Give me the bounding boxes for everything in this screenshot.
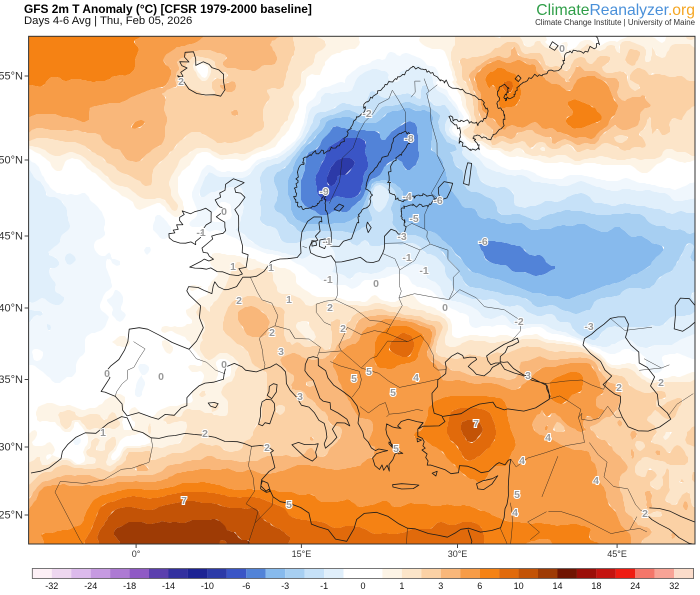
svg-text:45°E: 45°E <box>607 549 627 559</box>
svg-text:-1: -1 <box>323 274 332 286</box>
svg-text:2: 2 <box>264 442 270 454</box>
svg-text:5: 5 <box>393 443 399 455</box>
svg-text:0°: 0° <box>132 549 141 559</box>
svg-text:0: 0 <box>442 302 448 314</box>
svg-text:5: 5 <box>390 387 396 399</box>
svg-text:24: 24 <box>630 581 640 591</box>
svg-text:5: 5 <box>514 489 520 501</box>
svg-text:1: 1 <box>100 427 106 439</box>
svg-text:18: 18 <box>591 581 601 591</box>
svg-text:6: 6 <box>477 581 482 591</box>
svg-text:4: 4 <box>512 507 518 519</box>
svg-text:3: 3 <box>278 346 284 358</box>
svg-text:4: 4 <box>593 475 599 487</box>
svg-text:0: 0 <box>104 368 110 380</box>
svg-text:5: 5 <box>286 499 292 511</box>
svg-text:-3: -3 <box>281 581 289 591</box>
svg-text:-2: -2 <box>514 316 523 328</box>
svg-text:-10: -10 <box>201 581 214 591</box>
svg-text:-6: -6 <box>433 195 442 207</box>
svg-text:4: 4 <box>413 372 419 384</box>
svg-text:-6: -6 <box>242 581 250 591</box>
svg-text:-9: -9 <box>319 186 328 198</box>
svg-text:4: 4 <box>545 432 551 444</box>
svg-text:25°N: 25°N <box>0 510 23 522</box>
svg-text:2: 2 <box>642 508 648 520</box>
svg-text:-32: -32 <box>45 581 58 591</box>
svg-text:2: 2 <box>236 295 242 307</box>
svg-text:7: 7 <box>181 495 187 507</box>
svg-text:30°N: 30°N <box>0 442 23 454</box>
svg-text:55°N: 55°N <box>0 71 23 83</box>
svg-text:2: 2 <box>178 76 184 88</box>
svg-text:-6: -6 <box>478 236 487 248</box>
svg-text:35°N: 35°N <box>0 374 23 386</box>
svg-text:45°N: 45°N <box>0 231 23 243</box>
svg-text:-24: -24 <box>84 581 97 591</box>
svg-text:-3: -3 <box>584 321 593 333</box>
svg-text:-2: -2 <box>362 108 371 120</box>
svg-text:14: 14 <box>552 581 562 591</box>
svg-text:0: 0 <box>360 581 365 591</box>
svg-text:4: 4 <box>519 455 525 467</box>
svg-text:32: 32 <box>669 581 679 591</box>
svg-text:-1: -1 <box>320 581 328 591</box>
svg-text:7: 7 <box>473 418 479 430</box>
svg-text:2: 2 <box>327 302 333 314</box>
svg-text:1: 1 <box>268 262 274 274</box>
svg-text:-18: -18 <box>123 581 136 591</box>
svg-text:1: 1 <box>286 294 292 306</box>
svg-text:2: 2 <box>269 327 275 339</box>
svg-text:30°E: 30°E <box>448 549 468 559</box>
svg-text:50°N: 50°N <box>0 155 23 167</box>
svg-text:-5: -5 <box>409 213 418 225</box>
svg-text:-1: -1 <box>196 227 205 239</box>
svg-text:15°E: 15°E <box>292 549 312 559</box>
svg-text:5: 5 <box>351 373 357 385</box>
svg-text:5: 5 <box>366 366 372 378</box>
svg-text:40°N: 40°N <box>0 303 23 315</box>
svg-text:3: 3 <box>525 370 531 382</box>
svg-text:2: 2 <box>202 428 208 440</box>
svg-text:0: 0 <box>559 43 565 55</box>
svg-text:0: 0 <box>373 278 379 290</box>
svg-text:3: 3 <box>438 581 443 591</box>
svg-text:-8: -8 <box>404 133 413 145</box>
svg-text:-14: -14 <box>162 581 175 591</box>
svg-text:2: 2 <box>658 377 664 389</box>
svg-text:1: 1 <box>399 581 404 591</box>
svg-text:0: 0 <box>221 359 227 371</box>
svg-text:2: 2 <box>340 323 346 335</box>
svg-text:0: 0 <box>158 371 164 383</box>
svg-text:-3: -3 <box>397 231 406 243</box>
svg-text:1: 1 <box>230 261 236 273</box>
svg-text:2: 2 <box>616 382 622 394</box>
svg-text:-1: -1 <box>402 252 411 264</box>
svg-text:-4: -4 <box>402 191 411 203</box>
svg-text:3: 3 <box>297 391 303 403</box>
svg-text:-1: -1 <box>419 265 428 277</box>
svg-text:10: 10 <box>514 581 524 591</box>
svg-text:-1: -1 <box>322 236 331 248</box>
svg-text:0: 0 <box>221 206 227 218</box>
